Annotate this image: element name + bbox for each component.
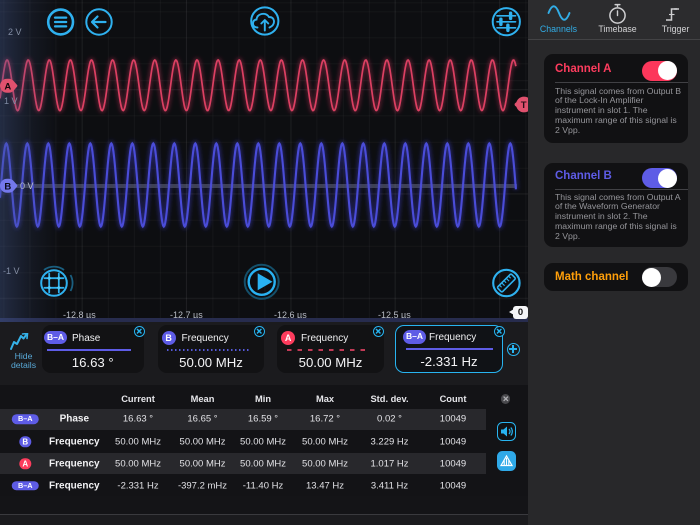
svg-text:B: B (4, 181, 11, 192)
svg-text:A: A (4, 81, 11, 92)
svg-text:T: T (521, 100, 527, 111)
